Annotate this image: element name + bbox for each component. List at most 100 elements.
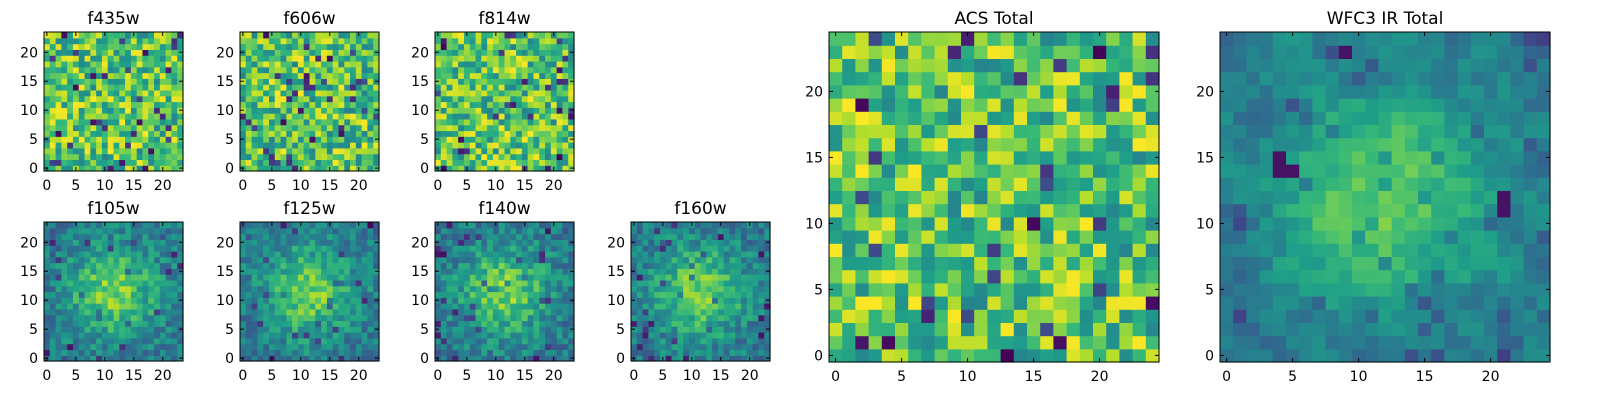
heatmap-cell [1093,84,1107,99]
heatmap-cell [148,291,155,298]
heatmap-cell [355,233,363,240]
heatmap-cell [361,227,369,235]
heatmap-cell [78,130,86,137]
heatmap-cell [706,303,713,310]
heatmap-cell [492,142,500,149]
heatmap-cell [373,142,380,149]
heatmap-cell [961,164,975,178]
heatmap-cell [286,314,293,322]
heatmap-cell [516,308,523,316]
heatmap-cell [1378,322,1393,337]
heatmap-cell [498,250,506,258]
heatmap-cell [527,84,535,91]
heatmap-cell [338,55,345,62]
heatmap-cell [55,49,62,56]
heatmap-cell [361,49,369,56]
heatmap-cell [367,89,374,97]
heatmap-cell [177,37,184,45]
heatmap-cell [1027,309,1041,323]
heatmap-cell [96,343,103,351]
heatmap-cell [84,165,91,172]
heatmap-cell [367,32,374,39]
heatmap-cell [61,84,68,91]
heatmap-cell [752,262,760,269]
heatmap-cell [55,153,62,161]
heatmap-cell [446,274,453,281]
heatmap-cell [130,147,138,155]
heatmap-cell [367,250,374,258]
heatmap-cell [148,165,155,172]
heatmap-cell [84,37,91,45]
heatmap-cell [245,326,253,333]
heatmap-cell [498,320,506,327]
heatmap-cell [556,262,564,269]
heatmap-cell [297,227,305,235]
heatmap-cell [292,84,299,91]
heatmap-cell [741,262,748,269]
heatmap-cell [268,78,276,85]
heatmap-cell [556,66,564,74]
heatmap-cell [934,177,949,191]
heatmap-cell [1106,309,1120,323]
heatmap-cell [303,256,311,264]
heatmap-cell [706,274,713,281]
heatmap-cell [562,297,569,304]
heatmap-cell [469,32,477,39]
heatmap-cell [355,285,363,293]
heatmap-cell [245,349,253,356]
heatmap-cell [344,130,351,137]
heatmap-cell [344,291,351,298]
heatmap-cell [545,262,552,269]
heatmap-cell [251,320,258,327]
heatmap-cell [61,43,68,50]
heatmap-cell [1119,243,1134,257]
heatmap-cell [446,268,453,275]
heatmap-cell [165,355,173,362]
heatmap-cell [516,239,523,246]
heatmap-cell [90,130,97,137]
heatmap-cell [361,291,369,298]
heatmap-cell [961,32,975,46]
heatmap-cell [440,49,448,56]
heatmap-cell [758,274,765,281]
heatmap-cell [855,348,870,363]
heatmap-cell [631,291,638,298]
heatmap-cell [1066,71,1081,86]
heatmap-cell [107,314,115,322]
heatmap-cell [326,60,334,68]
heatmap-cell [1066,216,1081,231]
heatmap-cell [545,355,552,362]
heatmap-cell [1145,256,1160,271]
heatmap-cell [361,32,369,39]
heatmap-cell [315,314,322,322]
heatmap-cell [764,222,771,229]
heatmap-cell [881,177,896,191]
heatmap-cell [987,216,1002,231]
heatmap-cell [458,250,465,258]
heatmap-cell [648,308,655,316]
heatmap-cell [498,308,506,316]
heatmap-cell [96,291,103,298]
heatmap-cell [373,124,380,132]
heatmap-cell [286,66,293,74]
heatmap-cell [165,297,173,304]
heatmap-cell [136,49,144,56]
heatmap-cell [350,124,357,132]
heatmap-cell [326,37,334,45]
heatmap-cell [367,147,374,155]
heatmap-cell [533,274,540,281]
heatmap-cell [510,78,517,85]
heatmap-cell [642,314,649,322]
heatmap-cell [373,349,380,356]
heatmap-cell [263,245,270,252]
heatmap-cell [458,32,465,39]
heatmap-cell [498,337,506,345]
heatmap-cell [829,177,843,191]
heatmap-cell [177,233,184,240]
heatmap-cell [297,337,305,345]
heatmap-cell [961,150,975,165]
heatmap-cell [101,89,109,97]
heatmap-cell [44,343,51,351]
heatmap-cell [463,89,471,97]
heatmap-cell [49,297,57,304]
